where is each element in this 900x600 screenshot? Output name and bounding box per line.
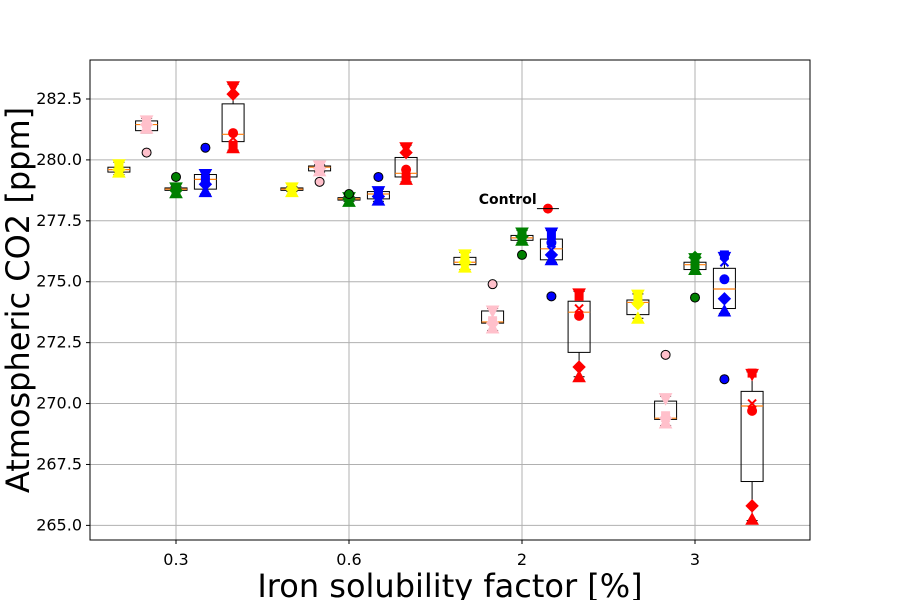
data-point-red-diamond	[745, 499, 759, 513]
data-point-blue-circle	[546, 237, 557, 248]
x-tick-label: 0.3	[163, 550, 188, 569]
data-point-pink-triangle-down	[658, 393, 673, 406]
data-point-blue-x	[373, 189, 384, 199]
data-point-blue-triangle-up	[717, 303, 732, 317]
data-point-green-x	[171, 184, 181, 194]
outlier-point-green	[690, 292, 700, 303]
data-point-blue-triangle-up	[198, 184, 213, 198]
data-point-red-triangle-up	[226, 140, 240, 154]
y-tick-label: 277.5	[36, 211, 82, 230]
outlier-point-blue	[373, 171, 384, 182]
data-point-blue-square	[719, 250, 729, 260]
outlier-point-pink	[660, 349, 671, 360]
outlier-point-green	[171, 171, 181, 182]
outlier-point-green	[517, 249, 527, 260]
data-point-yellow-x	[633, 297, 643, 308]
data-point-red-diamond	[226, 87, 240, 101]
outlier-point-pink	[314, 176, 325, 187]
data-point-blue-triangle-up	[544, 252, 559, 266]
x-tick-label: 2	[517, 550, 527, 569]
data-point-yellow-x	[460, 257, 470, 267]
y-tick-label: 280.0	[36, 150, 82, 169]
data-point-red-circle	[747, 405, 758, 416]
x-axis-label: Iron solubility factor [%]	[257, 567, 642, 600]
data-point-blue-x	[200, 177, 211, 187]
data-point-pink-triangle-down	[485, 305, 500, 319]
y-tick-label: 282.5	[36, 89, 82, 108]
data-point-pink-x	[660, 413, 671, 423]
outlier-point-blue	[719, 374, 730, 385]
data-point-blue-triangle-up	[371, 193, 386, 206]
data-point-pink-x	[314, 162, 325, 172]
plot-area-frame	[89, 59, 811, 541]
data-point-yellow-x	[287, 184, 297, 194]
data-point-green-x	[517, 233, 527, 243]
data-point-red-diamond	[399, 145, 413, 160]
outlier-point-blue	[546, 291, 557, 302]
data-point-red-circle	[401, 164, 412, 175]
data-point-red-square	[747, 368, 757, 378]
grid-lines	[90, 60, 810, 540]
outlier-point-pink	[141, 147, 152, 158]
y-tick-label: 272.5	[36, 333, 82, 352]
data-point-pink-x	[141, 119, 152, 130]
points-layer	[112, 81, 759, 525]
data-point-blue-x	[719, 257, 730, 267]
y-tick-label: 265.0	[36, 515, 82, 534]
y-tick-label: 267.5	[36, 454, 82, 473]
axis-ticks: 265.0 267.5 270.0 272.5 275.0 277.5 280.0 282.5…	[36, 89, 700, 569]
y-tick-label: 275.0	[36, 272, 82, 291]
data-point-red-triangle-up	[572, 369, 586, 383]
data-point-red-triangle-up	[745, 512, 759, 525]
data-point-yellow-x	[114, 164, 124, 175]
data-point-blue-x	[546, 245, 557, 255]
data-point-red-x	[747, 398, 757, 409]
data-point-red-x	[574, 303, 584, 314]
outlier-point-green	[344, 189, 354, 200]
data-point-pink-x	[487, 317, 498, 327]
y-tick-label: 270.0	[36, 394, 82, 413]
data-point-red-triangle-up	[399, 172, 413, 185]
data-point-yellow-triangle-up	[631, 311, 645, 324]
data-point-red-triangle-down	[226, 81, 240, 94]
outlier-point-blue	[200, 142, 211, 153]
data-point-pink-triangle-up	[485, 320, 500, 334]
x-tick-label: 3	[690, 550, 700, 569]
box-red	[740, 390, 764, 483]
data-point-red-circle	[574, 310, 585, 321]
x-tick-label: 0.6	[336, 550, 361, 569]
data-point-blue-circle	[719, 274, 730, 285]
control-annotation: Control	[479, 192, 537, 208]
box-red	[567, 300, 591, 353]
data-point-red-circle	[228, 128, 239, 139]
data-point-red-square	[574, 291, 584, 301]
y-axis-label: Atmospheric CO2 [ppm]	[0, 107, 37, 493]
data-point-green-x	[690, 259, 700, 270]
outlier-point-pink	[487, 279, 498, 290]
